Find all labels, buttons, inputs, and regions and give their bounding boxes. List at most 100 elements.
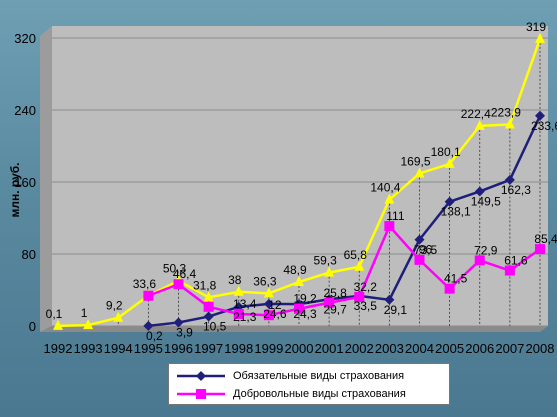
point-marker bbox=[173, 279, 184, 290]
plot-area bbox=[52, 26, 548, 326]
point-marker bbox=[444, 157, 455, 168]
x-axis-ticks: 1992 1993 1994 1995 1996 1997 1998 1999 2000 2001… bbox=[44, 341, 555, 356]
legend-swatch-mandatory bbox=[177, 371, 225, 381]
legend-swatch-voluntary bbox=[177, 389, 225, 399]
x-tick-label: 2003 bbox=[375, 341, 404, 356]
data-label: 48,9 bbox=[283, 263, 307, 277]
point-marker bbox=[173, 317, 184, 328]
point-marker bbox=[384, 221, 395, 232]
x-tick-label: 2008 bbox=[526, 341, 555, 356]
point-marker bbox=[324, 266, 335, 277]
x-tick-label: 1999 bbox=[254, 341, 283, 356]
point-marker bbox=[474, 255, 485, 266]
y-tick-label: 80 bbox=[22, 247, 36, 262]
point-marker bbox=[535, 244, 545, 255]
point-marker bbox=[474, 186, 485, 197]
data-label: 233,6 bbox=[531, 119, 557, 133]
x-tick-label: 2002 bbox=[345, 341, 374, 356]
point-marker bbox=[444, 196, 455, 207]
point-marker bbox=[233, 308, 244, 319]
point-marker bbox=[324, 297, 335, 308]
series-layer bbox=[53, 32, 545, 331]
data-label: 96 bbox=[419, 243, 433, 257]
point-marker bbox=[474, 119, 485, 130]
point-marker bbox=[203, 311, 214, 322]
data-label: 3,9 bbox=[176, 325, 193, 339]
y-axis-ticks: 0 80 160 240 320 bbox=[14, 31, 36, 334]
data-label: 149,5 bbox=[471, 194, 501, 208]
plot-wall-side bbox=[40, 26, 52, 332]
legend-item-mandatory: Обязательные виды страхования bbox=[175, 368, 404, 384]
x-tick-label: 1993 bbox=[74, 341, 103, 356]
point-marker bbox=[263, 298, 274, 309]
x-tick-label: 1997 bbox=[194, 341, 223, 356]
y-tick-label: 240 bbox=[14, 103, 36, 118]
x-tick-label: 1995 bbox=[134, 341, 163, 356]
data-label: 140,4 bbox=[370, 181, 400, 195]
data-label: 222,4 bbox=[461, 107, 491, 121]
data-label: 10,5 bbox=[203, 320, 227, 334]
data-label: 73,5 bbox=[414, 243, 438, 257]
point-marker bbox=[384, 294, 395, 305]
data-label: 0,2 bbox=[146, 329, 163, 343]
y-axis-label: млн. руб. bbox=[8, 162, 22, 217]
data-label: 24,6 bbox=[263, 307, 287, 321]
x-tick-label: 2000 bbox=[285, 341, 314, 356]
data-label: 29,7 bbox=[323, 302, 347, 316]
data-label: 25,8 bbox=[323, 286, 347, 300]
point-marker bbox=[504, 265, 515, 276]
data-label: 1 bbox=[81, 306, 88, 320]
legend: Обязательные виды страхования Добровольн… bbox=[168, 363, 450, 405]
legend-item-voluntary: Добровольные виды страхования bbox=[175, 386, 406, 402]
x-tick-label: 2001 bbox=[315, 341, 344, 356]
data-label: 33,5 bbox=[354, 299, 378, 313]
point-marker bbox=[203, 291, 214, 302]
point-marker bbox=[444, 283, 455, 294]
point-marker bbox=[535, 32, 545, 43]
plot-floor bbox=[40, 326, 548, 332]
point-marker bbox=[143, 320, 154, 331]
x-tick-label: 1996 bbox=[164, 341, 193, 356]
data-label: 33,6 bbox=[133, 277, 157, 291]
data-label: 36,3 bbox=[253, 274, 277, 288]
data-label: 21,3 bbox=[233, 310, 257, 324]
x-tick-label: 2004 bbox=[405, 341, 434, 356]
data-label: 169,5 bbox=[400, 154, 430, 168]
point-marker bbox=[414, 167, 425, 178]
point-marker bbox=[504, 174, 515, 185]
data-label: 223,9 bbox=[491, 105, 521, 119]
gridlines bbox=[52, 37, 548, 327]
y-tick-label: 160 bbox=[14, 175, 36, 190]
series-line bbox=[147, 224, 541, 317]
x-tick-label: 1992 bbox=[44, 341, 73, 356]
data-label: 162,3 bbox=[501, 183, 531, 197]
data-label: 12 bbox=[268, 298, 282, 312]
point-marker bbox=[83, 319, 94, 330]
data-label: 50,3 bbox=[163, 262, 187, 276]
data-label: 0,1 bbox=[46, 307, 63, 321]
data-label: 138,1 bbox=[441, 205, 471, 219]
point-marker bbox=[504, 118, 515, 129]
data-label: 59,3 bbox=[313, 254, 337, 268]
data-label: 31,8 bbox=[193, 278, 217, 292]
data-label: 13,4 bbox=[233, 297, 257, 311]
x-tick-label: 1994 bbox=[104, 341, 133, 356]
point-marker bbox=[384, 193, 395, 204]
x-tick-label: 2007 bbox=[495, 341, 524, 356]
point-marker bbox=[113, 311, 124, 322]
data-label: 319 bbox=[526, 20, 546, 34]
point-marker bbox=[233, 285, 244, 296]
point-marker bbox=[53, 319, 63, 330]
y-tick-label: 0 bbox=[29, 319, 36, 334]
data-label: 46,4 bbox=[173, 267, 197, 281]
point-marker bbox=[414, 254, 425, 265]
point-marker bbox=[535, 110, 545, 121]
data-label: 24,3 bbox=[293, 307, 317, 321]
data-label: 111 bbox=[386, 209, 405, 223]
data-label: 38 bbox=[228, 273, 242, 287]
point-marker bbox=[294, 275, 304, 286]
point-marker bbox=[143, 290, 154, 301]
x-tick-label: 2006 bbox=[465, 341, 494, 356]
legend-label-voluntary: Добровольные виды страхования bbox=[233, 388, 406, 400]
